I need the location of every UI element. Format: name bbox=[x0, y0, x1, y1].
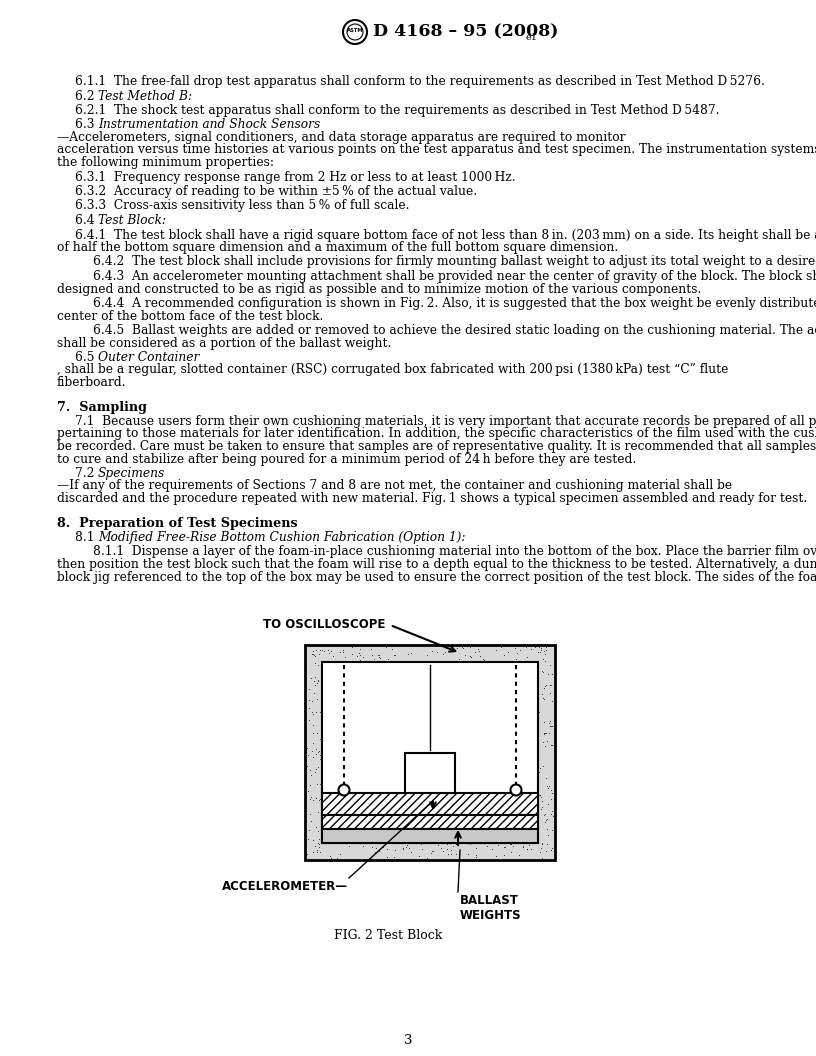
Text: discarded and the procedure repeated with new material. Fig. 1 shows a typical s: discarded and the procedure repeated wit… bbox=[57, 492, 807, 505]
Text: 6.3.3  Cross-axis sensitivity less than 5 % of full scale.: 6.3.3 Cross-axis sensitivity less than 5… bbox=[75, 200, 410, 212]
Text: 8.  Preparation of Test Specimens: 8. Preparation of Test Specimens bbox=[57, 516, 298, 529]
Text: 7.1  Because users form their own cushioning materials, it is very important tha: 7.1 Because users form their own cushion… bbox=[75, 415, 816, 428]
Bar bbox=[405, 753, 455, 793]
Text: FIG. 2 Test Block: FIG. 2 Test Block bbox=[334, 929, 442, 942]
Bar bbox=[305, 645, 555, 860]
Text: BALLAST
WEIGHTS: BALLAST WEIGHTS bbox=[460, 894, 521, 922]
Text: 6.2.1  The shock test apparatus shall conform to the requirements as described i: 6.2.1 The shock test apparatus shall con… bbox=[75, 103, 720, 117]
Text: 6.4.2  The test block shall include provisions for firmly mounting ballast weigh: 6.4.2 The test block shall include provi… bbox=[93, 256, 816, 268]
Text: TO OSCILLOSCOPE: TO OSCILLOSCOPE bbox=[263, 619, 385, 631]
Bar bbox=[305, 645, 555, 860]
Text: D 4168 – 95 (2008): D 4168 – 95 (2008) bbox=[373, 23, 558, 40]
Text: be recorded. Care must be taken to ensure that samples are of representative qua: be recorded. Care must be taken to ensur… bbox=[57, 440, 816, 453]
Text: designed and constructed to be as rigid as possible and to minimize motion of th: designed and constructed to be as rigid … bbox=[57, 283, 702, 296]
Circle shape bbox=[347, 24, 363, 40]
Text: 6.1.1  The free-fall drop test apparatus shall conform to the requirements as de: 6.1.1 The free-fall drop test apparatus … bbox=[75, 75, 765, 88]
Text: —Accelerometers, signal conditioners, and data storage apparatus are required to: —Accelerometers, signal conditioners, an… bbox=[57, 131, 626, 144]
Text: of half the bottom square dimension and a maximum of the full bottom square dime: of half the bottom square dimension and … bbox=[57, 241, 619, 254]
Text: 3: 3 bbox=[404, 1034, 412, 1046]
Text: block jig referenced to the top of the box may be used to ensure the correct pos: block jig referenced to the top of the b… bbox=[57, 570, 816, 584]
Text: Instrumentation and Shock Sensors: Instrumentation and Shock Sensors bbox=[98, 118, 320, 132]
Text: 6.3.2  Accuracy of reading to be within ±5 % of the actual value.: 6.3.2 Accuracy of reading to be within ±… bbox=[75, 185, 477, 199]
Text: then position the test block such that the foam will rise to a depth equal to th: then position the test block such that t… bbox=[57, 558, 816, 571]
Text: 6.3.1  Frequency response range from 2 Hz or less to at least 1000 Hz.: 6.3.1 Frequency response range from 2 Hz… bbox=[75, 170, 516, 184]
Circle shape bbox=[343, 20, 367, 44]
Bar bbox=[322, 793, 538, 815]
Text: Modified Free-Rise Bottom Cushion Fabrication (Option 1):: Modified Free-Rise Bottom Cushion Fabric… bbox=[98, 531, 465, 544]
Text: 8.1: 8.1 bbox=[75, 531, 102, 544]
Text: e1: e1 bbox=[525, 34, 537, 42]
Text: center of the bottom face of the test block.: center of the bottom face of the test bl… bbox=[57, 309, 323, 322]
Text: shall be considered as a portion of the ballast weight.: shall be considered as a portion of the … bbox=[57, 337, 392, 350]
Bar bbox=[322, 829, 538, 843]
Text: Test Block:: Test Block: bbox=[98, 214, 166, 227]
Text: ACCELEROMETER—: ACCELEROMETER— bbox=[222, 880, 348, 893]
Text: Test Method B:: Test Method B: bbox=[98, 90, 192, 102]
Text: 8.1.1  Dispense a layer of the foam-in-place cushioning material into the bottom: 8.1.1 Dispense a layer of the foam-in-pl… bbox=[93, 546, 816, 559]
Text: Specimens: Specimens bbox=[98, 467, 165, 480]
Text: pertaining to those materials for later identification. In addition, the specifi: pertaining to those materials for later … bbox=[57, 428, 816, 440]
Text: 6.5: 6.5 bbox=[75, 351, 102, 364]
Bar bbox=[322, 793, 538, 815]
Text: 7.  Sampling: 7. Sampling bbox=[57, 400, 147, 414]
Text: 6.2: 6.2 bbox=[75, 90, 102, 102]
Text: , shall be a regular, slotted container (RSC) corrugated box fabricated with 200: , shall be a regular, slotted container … bbox=[57, 363, 729, 377]
Bar bbox=[322, 815, 538, 829]
Bar bbox=[322, 662, 538, 843]
Text: 6.4.5  Ballast weights are added or removed to achieve the desired static loadin: 6.4.5 Ballast weights are added or remov… bbox=[93, 324, 816, 337]
Text: —If any of the requirements of Sections 7 and 8 are not met, the container and c: —If any of the requirements of Sections … bbox=[57, 479, 732, 492]
Circle shape bbox=[339, 785, 349, 795]
Text: 6.4.3  An accelerometer mounting attachment shall be provided near the center of: 6.4.3 An accelerometer mounting attachme… bbox=[93, 270, 816, 283]
Bar bbox=[322, 815, 538, 829]
Circle shape bbox=[511, 785, 521, 795]
Text: to cure and stabilize after being poured for a minimum period of 24 h before the: to cure and stabilize after being poured… bbox=[57, 453, 636, 466]
Text: fiberboard.: fiberboard. bbox=[57, 376, 126, 389]
Text: 7.2: 7.2 bbox=[75, 467, 102, 480]
Text: ASTM: ASTM bbox=[347, 29, 363, 34]
Text: Outer Container: Outer Container bbox=[98, 351, 199, 364]
Text: acceleration versus time histories at various points on the test apparatus and t: acceleration versus time histories at va… bbox=[57, 144, 816, 156]
Text: the following minimum properties:: the following minimum properties: bbox=[57, 156, 274, 169]
Text: 6.4: 6.4 bbox=[75, 214, 102, 227]
Text: 6.4.1  The test block shall have a rigid square bottom face of not less than 8 i: 6.4.1 The test block shall have a rigid … bbox=[75, 228, 816, 242]
Text: 6.3: 6.3 bbox=[75, 118, 102, 132]
Text: 6.4.4  A recommended configuration is shown in Fig. 2. Also, it is suggested tha: 6.4.4 A recommended configuration is sho… bbox=[93, 297, 816, 310]
